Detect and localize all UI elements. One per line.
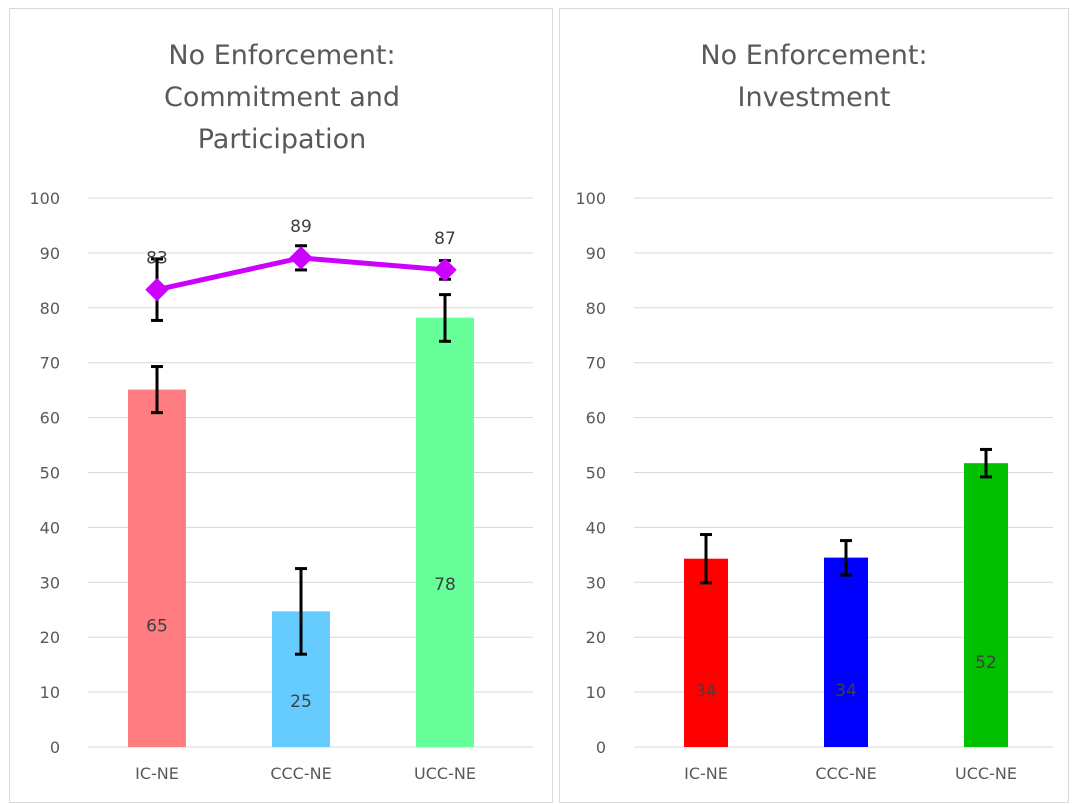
chart-panel-commitment-participation: No Enforcement: Commitment and Participa… — [9, 8, 553, 803]
data-label: 52 — [975, 653, 997, 673]
bar — [684, 558, 728, 747]
chart-title: No Enforcement: Investment — [604, 35, 1024, 119]
chart-title-line: Participation — [197, 124, 367, 155]
y-tick-label: 90 — [586, 244, 606, 263]
data-label: 83 — [146, 249, 168, 269]
y-tick-label: 100 — [29, 189, 60, 208]
y-tick-label: 100 — [575, 189, 606, 208]
data-label: 34 — [835, 681, 857, 701]
y-tick-label: 80 — [40, 299, 60, 318]
y-tick-label: 10 — [40, 683, 60, 702]
y-tick-label: 50 — [586, 464, 606, 483]
data-label: 34 — [695, 682, 717, 702]
chart-title-line: No Enforcement: — [168, 40, 396, 71]
chart-title-line: No Enforcement: — [700, 40, 928, 71]
y-tick-label: 30 — [40, 573, 60, 592]
line-point-marker — [145, 277, 169, 302]
line-point-marker — [289, 246, 313, 270]
data-label: 78 — [434, 575, 456, 595]
chart-title-line: Commitment and — [163, 82, 401, 113]
chart-panel-investment: No Enforcement: Investment 0 10 20 30 40 50 60… — [559, 8, 1069, 803]
x-tick-label: IC-NE — [135, 764, 179, 783]
y-tick-label: 10 — [586, 683, 606, 702]
chart-plot-area: 0 10 20 30 40 50 60 70 80 90 100 IC-NE CCC-NE UCC-NE 6… — [29, 189, 533, 783]
x-tick-label: UCC-NE — [414, 764, 476, 783]
bar — [964, 463, 1008, 747]
line-point-marker — [433, 258, 457, 282]
x-tick-label: CCC-NE — [270, 764, 331, 783]
data-label: 65 — [146, 616, 168, 636]
y-tick-label: 30 — [586, 573, 606, 592]
y-tick-label: 20 — [586, 628, 606, 647]
bar — [128, 389, 186, 747]
data-label: 89 — [290, 217, 312, 237]
x-tick-label: IC-NE — [684, 764, 728, 783]
y-tick-label: 90 — [40, 244, 60, 263]
y-tick-label: 50 — [40, 464, 60, 483]
x-tick-label: UCC-NE — [955, 764, 1017, 783]
y-tick-label: 20 — [40, 628, 60, 647]
chart-title: No Enforcement: Commitment and Participa… — [62, 35, 502, 161]
x-tick-label: CCC-NE — [815, 764, 876, 783]
y-tick-label: 40 — [586, 518, 606, 537]
bar — [824, 557, 868, 747]
y-tick-label: 70 — [586, 354, 606, 373]
y-tick-label: 60 — [40, 409, 60, 428]
chart-plot-area: 0 10 20 30 40 50 60 70 80 90 100 IC-NE CCC-NE UCC-NE 3… — [575, 189, 1053, 783]
y-tick-label: 40 — [40, 518, 60, 537]
y-tick-label: 80 — [586, 299, 606, 318]
data-label: 25 — [290, 692, 312, 712]
y-tick-label: 0 — [50, 738, 60, 757]
y-tick-label: 60 — [586, 409, 606, 428]
y-tick-label: 0 — [596, 738, 606, 757]
data-label: 87 — [434, 229, 456, 249]
chart-title-line: Investment — [737, 82, 891, 113]
y-tick-label: 70 — [40, 354, 60, 373]
bar — [416, 317, 474, 747]
